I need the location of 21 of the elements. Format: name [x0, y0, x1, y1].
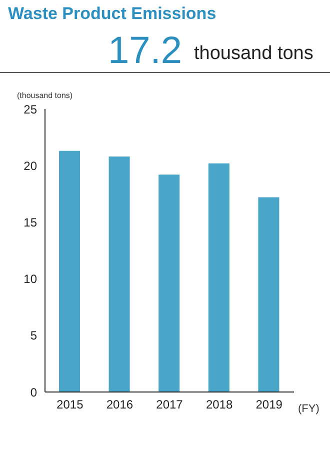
- x-tick-label: 2015: [56, 398, 84, 412]
- y-tick-label: 10: [24, 272, 38, 286]
- bar: [258, 197, 280, 392]
- chart-title: Waste Product Emissions: [8, 4, 216, 24]
- bar: [59, 150, 80, 392]
- text: thousand tons: [194, 42, 314, 66]
- bar: [208, 163, 230, 392]
- y-tick-label: 20: [24, 158, 38, 173]
- x-tick-label: 2019: [256, 398, 283, 412]
- y-tick-label: 0: [30, 385, 38, 400]
- x-tick-label: 2017: [156, 398, 184, 412]
- y-axis-title: (thousand tons): [17, 91, 73, 100]
- x-axis-title: (FY): [298, 403, 320, 415]
- y-tick-label: 5: [30, 328, 38, 343]
- y-tick-label: 15: [24, 215, 38, 230]
- bar: [158, 174, 180, 392]
- text: 17.2: [108, 30, 182, 72]
- y-tick-label: 25: [24, 102, 38, 116]
- bar: [108, 156, 130, 392]
- x-tick-label: 2018: [206, 398, 233, 412]
- x-tick-label: 2016: [106, 398, 134, 412]
